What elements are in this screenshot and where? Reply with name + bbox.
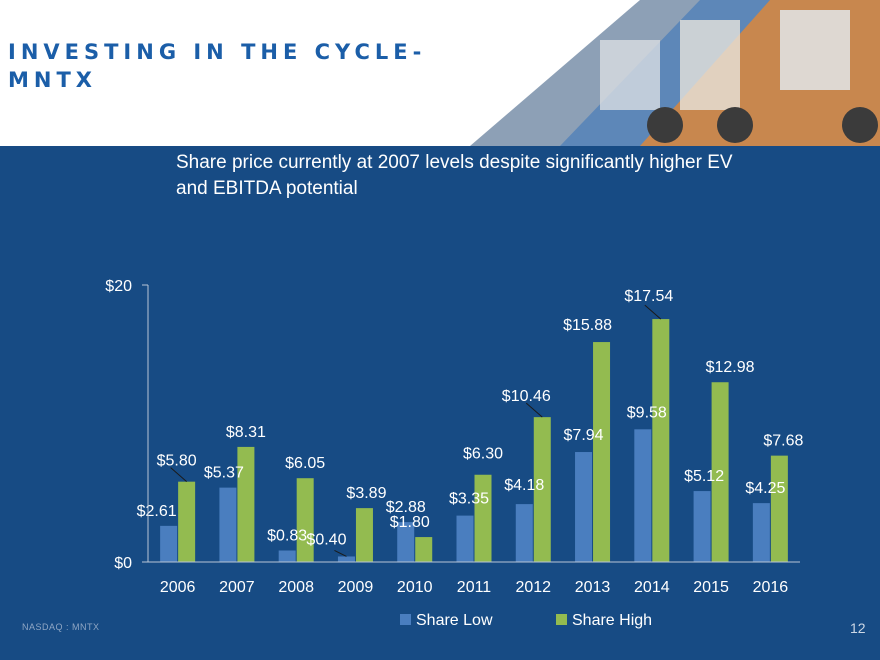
wheel-icon [842,107,878,143]
data-labels-layer: $2.61 $5.80 $5.37 $8.31 $0.83 $6.05 $0.40 $3.89… [137,288,804,548]
truck-cab-silhouette [680,20,740,110]
y-tick-label: $20 [105,278,132,295]
bar-share-high [415,537,433,562]
bar-share-low [397,522,415,562]
data-label-share-low: $7.94 [564,427,604,444]
bars-layer [160,319,788,562]
data-label-share-high: $6.05 [285,455,325,472]
bar-share-low [634,429,652,562]
chart-legend: Share Low Share High [400,612,652,629]
data-label-share-high: $3.89 [346,485,386,502]
bar-share-high [652,319,670,562]
title-line-1: INVESTING IN THE CYCLE- [8,40,427,64]
x-tick-label: 2007 [219,579,255,596]
bar-share-high [711,382,729,562]
leader-line [525,402,543,418]
data-label-share-low: $2.61 [137,503,177,520]
bar-share-high [533,417,551,562]
x-tick-label: 2015 [693,579,729,596]
y-axis-ticks: $0 $20 [105,278,148,572]
leader-line [644,304,662,320]
bar-share-low [752,503,770,562]
bar-share-high [296,478,314,562]
page-subtitle: Share price currently at 2007 levels des… [176,152,733,199]
bar-share-low [456,515,474,562]
legend-swatch [556,614,567,625]
bar-share-low [160,525,178,562]
data-label-share-low: $5.37 [204,465,244,482]
leader-line [170,467,187,483]
wheel-icon [717,107,753,143]
bar-share-low [278,550,296,562]
x-tick-label: 2009 [338,579,374,596]
header-photo-collage [470,0,880,146]
crane-cab-silhouette [780,10,850,90]
legend-label: Share High [572,612,652,629]
data-label-share-high: $7.68 [763,433,803,450]
data-label-share-high: $17.54 [624,288,673,305]
data-label-share-high: $8.31 [226,424,266,441]
footer-ticker: NASDAQ : MNTX [22,622,100,632]
data-label-share-low: $0.40 [306,531,346,548]
x-tick-label: 2011 [457,579,492,596]
bar-share-low [515,504,533,562]
x-axis-ticks: 2006 2007 2008 2009 2010 2011 2012 2013 2014 2015… [160,579,788,596]
title-line-2: MNTX [8,68,97,92]
wheel-icon [647,107,683,143]
header-banner: INVESTING IN THE CYCLE- MNTX [0,0,880,146]
data-label-share-high: $5.80 [157,453,197,470]
bar-share-low [337,556,355,562]
label-leader-lines [170,304,662,557]
data-label-share-low: $4.18 [504,477,544,494]
x-tick-label: 2006 [160,579,196,596]
bar-share-low [575,452,593,562]
bar-share-low [693,491,711,562]
data-label-share-low: $3.35 [449,491,489,508]
x-tick-label: 2014 [634,579,670,596]
x-tick-label: 2016 [753,579,789,596]
bar-share-high [178,481,196,562]
data-label-share-low: $0.83 [267,528,307,545]
leader-line [334,550,347,557]
page-title: INVESTING IN THE CYCLE- MNTX [8,38,426,94]
y-tick-label: $0 [114,555,132,572]
bar-share-high [474,474,492,562]
x-tick-label: 2008 [278,579,314,596]
data-label-share-low: $9.58 [627,404,667,421]
data-label-share-high: $12.98 [706,359,755,376]
data-label-share-low: $4.25 [745,480,785,497]
bar-share-high [593,342,611,562]
bar-share-high [237,446,255,562]
bar-share-high [355,508,373,562]
data-label-share-low: $5.12 [684,468,724,485]
data-label-share-high: $10.46 [502,388,551,405]
data-label-share-low: $2.88 [386,499,426,516]
data-label-share-high: $1.80 [390,514,430,531]
data-label-share-high: $6.30 [463,446,503,463]
bar-share-high [770,455,788,562]
page-number: 12 [850,620,866,636]
legend-swatch [400,614,411,625]
x-tick-label: 2010 [397,579,433,596]
truck-silhouette [600,40,660,110]
data-label-share-high: $15.88 [563,317,612,334]
x-tick-label: 2012 [515,579,551,596]
bar-share-low [219,487,237,562]
legend-label: Share Low [416,612,493,629]
x-tick-label: 2013 [575,579,611,596]
